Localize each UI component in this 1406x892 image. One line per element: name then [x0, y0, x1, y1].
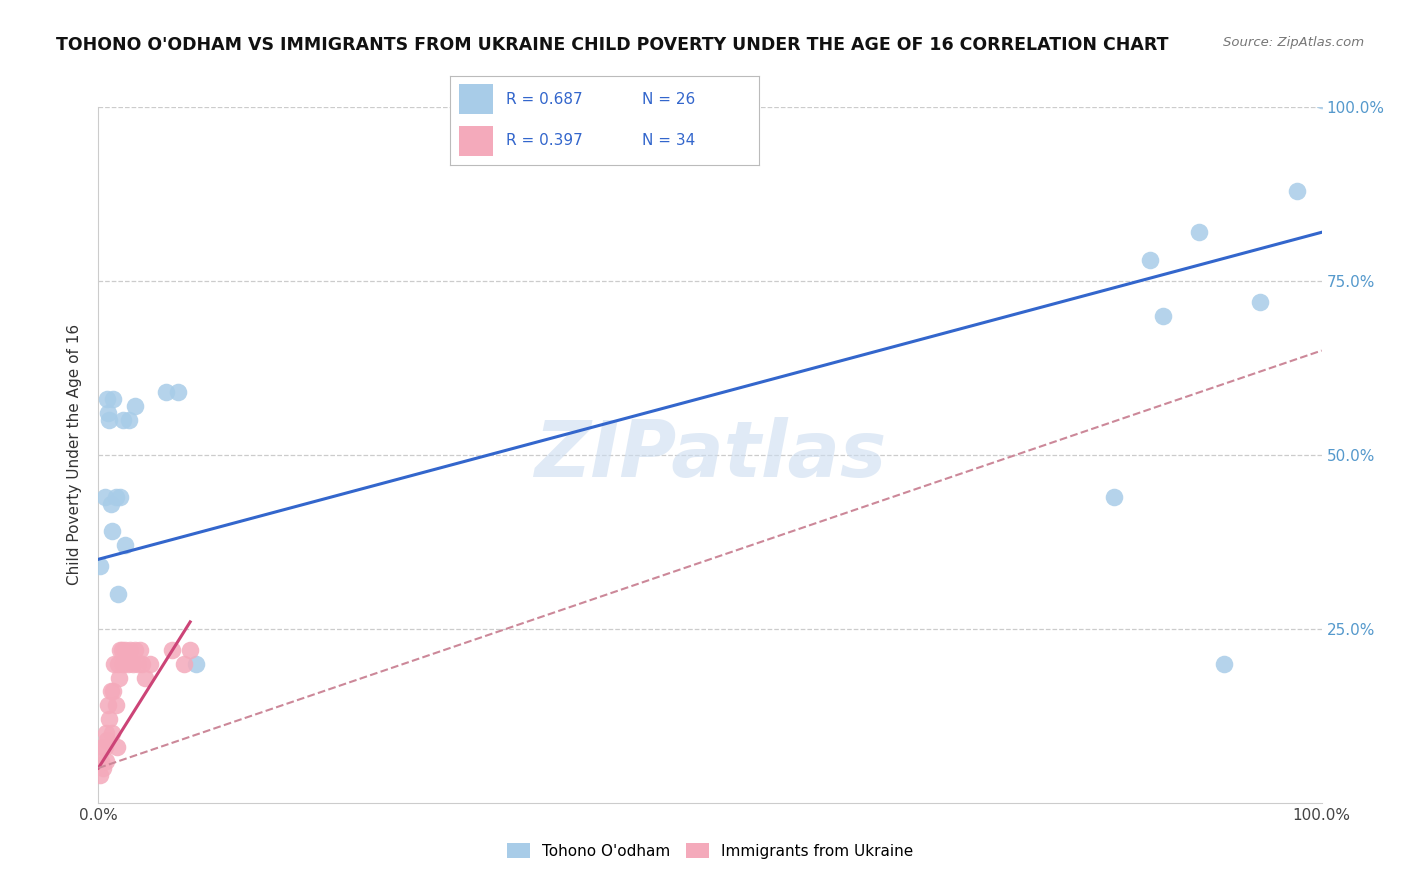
Point	[179, 642, 201, 657]
Point	[91, 761, 114, 775]
Point	[107, 587, 129, 601]
Point	[155, 385, 177, 400]
Point	[98, 712, 121, 726]
Legend: Tohono O'odham, Immigrants from Ukraine: Tohono O'odham, Immigrants from Ukraine	[501, 837, 920, 864]
Bar	[460, 126, 494, 156]
Point	[173, 657, 195, 671]
Point	[101, 392, 124, 407]
Point	[110, 490, 132, 504]
Point	[98, 413, 121, 427]
Point	[108, 671, 131, 685]
Point	[90, 754, 112, 768]
Point	[93, 490, 115, 504]
Point	[94, 754, 117, 768]
Point	[111, 413, 134, 427]
Point	[107, 657, 129, 671]
Point	[111, 642, 134, 657]
Point	[89, 768, 111, 782]
Point	[186, 657, 208, 671]
Point	[120, 642, 142, 657]
Point	[1102, 490, 1125, 504]
Point	[1310, 93, 1333, 107]
Point	[96, 392, 118, 407]
Point	[1152, 309, 1174, 323]
Point	[94, 726, 117, 740]
Point	[124, 399, 146, 413]
Point	[118, 413, 141, 427]
Point	[104, 490, 127, 504]
Point	[114, 642, 136, 657]
Point	[110, 642, 132, 657]
Point	[131, 657, 153, 671]
Point	[101, 524, 124, 539]
Point	[91, 740, 114, 755]
Point	[1212, 657, 1234, 671]
Point	[103, 657, 125, 671]
Text: N = 26: N = 26	[641, 92, 695, 106]
Point	[89, 559, 111, 574]
Point	[97, 406, 120, 420]
Point	[104, 698, 127, 713]
Point	[100, 497, 122, 511]
Text: TOHONO O'ODHAM VS IMMIGRANTS FROM UKRAINE CHILD POVERTY UNDER THE AGE OF 16 CORR: TOHONO O'ODHAM VS IMMIGRANTS FROM UKRAIN…	[56, 36, 1168, 54]
Point	[134, 671, 156, 685]
Point	[1286, 184, 1309, 198]
Point	[167, 385, 190, 400]
Point	[1249, 294, 1271, 309]
Point	[1139, 253, 1161, 268]
Bar	[460, 84, 494, 114]
Point	[105, 740, 128, 755]
Point	[160, 642, 183, 657]
Point	[101, 726, 124, 740]
Point	[124, 642, 146, 657]
Point	[139, 657, 162, 671]
Point	[93, 740, 115, 755]
Point	[127, 657, 149, 671]
Point	[97, 698, 120, 713]
Text: ZIPatlas: ZIPatlas	[534, 417, 886, 493]
Point	[114, 538, 136, 552]
Point	[101, 684, 124, 698]
Point	[96, 733, 118, 747]
Point	[129, 642, 152, 657]
Point	[117, 657, 139, 671]
Point	[121, 657, 143, 671]
Text: N = 34: N = 34	[641, 134, 695, 148]
Text: R = 0.687: R = 0.687	[506, 92, 582, 106]
Point	[1188, 225, 1211, 239]
Point	[100, 684, 122, 698]
Text: Source: ZipAtlas.com: Source: ZipAtlas.com	[1223, 36, 1364, 49]
Point	[111, 657, 134, 671]
Text: R = 0.397: R = 0.397	[506, 134, 582, 148]
Y-axis label: Child Poverty Under the Age of 16: Child Poverty Under the Age of 16	[67, 325, 83, 585]
